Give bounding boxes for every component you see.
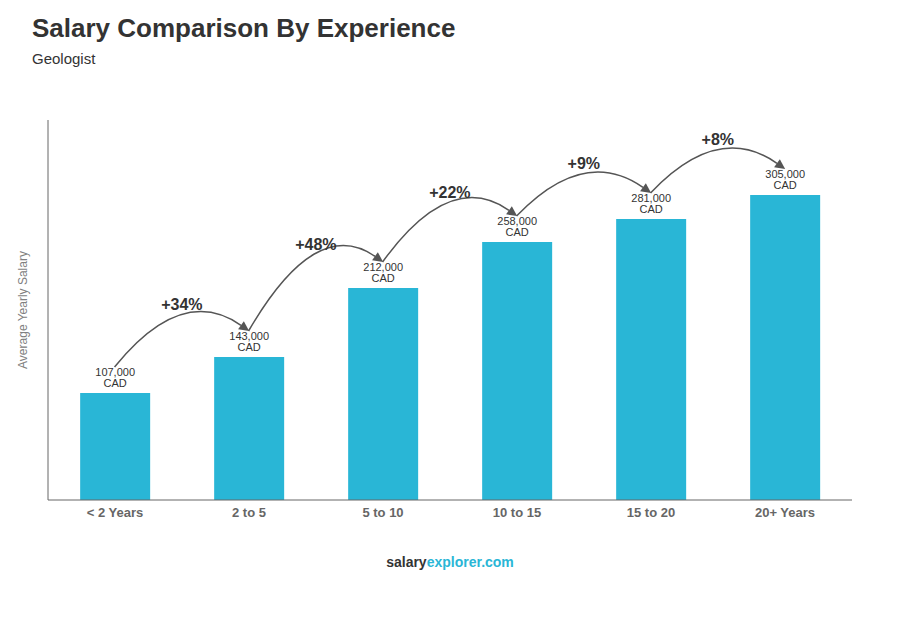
html-text:salary explorer.com: salary explorer.com <box>386 554 514 570</box>
svg-text:143,000CAD: 143,000CAD <box>229 330 269 353</box>
svg-text:2 to 5: 2 to 5 <box>232 505 266 520</box>
svg-text:+48%: +48% <box>295 236 336 253</box>
svg-text:212,000CAD: 212,000CAD <box>363 261 403 284</box>
html-text:Geologist: Geologist <box>32 50 96 67</box>
svg-text:+8%: +8% <box>702 131 734 148</box>
svg-text:281,000CAD: 281,000CAD <box>631 192 671 215</box>
svg-text:< 2 Years: < 2 Years <box>87 505 144 520</box>
svg-text:305,000CAD: 305,000CAD <box>765 168 805 191</box>
svg-text:20+ Years: 20+ Years <box>755 505 815 520</box>
html-text:Salary Comparison By Experienc: Salary Comparison By Experience <box>32 13 456 43</box>
svg-text:10 to 15: 10 to 15 <box>493 505 541 520</box>
svg-text:107,000CAD: 107,000CAD <box>95 366 135 389</box>
svg-text:15 to 20: 15 to 20 <box>627 505 675 520</box>
svg-text:5 to 10: 5 to 10 <box>362 505 403 520</box>
svg-text:258,000CAD: 258,000CAD <box>497 215 537 238</box>
svg-text:Average Yearly Salary: Average Yearly Salary <box>16 251 30 369</box>
svg-text:+22%: +22% <box>429 184 470 201</box>
svg-text:+9%: +9% <box>568 155 600 172</box>
svg-text:+34%: +34% <box>161 296 202 313</box>
